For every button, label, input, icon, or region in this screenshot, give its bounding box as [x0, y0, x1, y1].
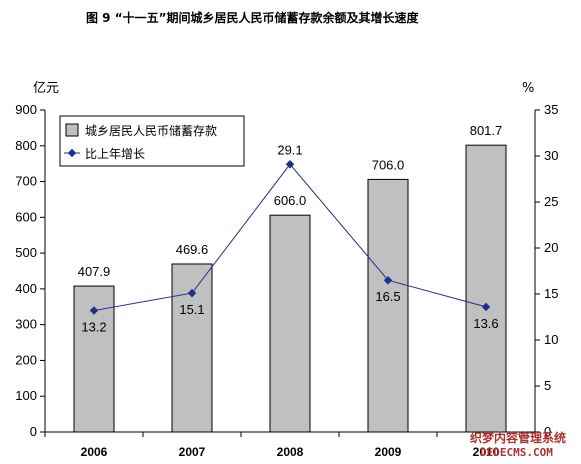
- right-tick-label: 5: [544, 378, 551, 393]
- x-tick-label: 2009: [375, 445, 402, 459]
- growth-point: [481, 302, 491, 312]
- chart-title: 图 9 “十一五”期间城乡居民人民币储蓄存款余额及其增长速度: [86, 10, 419, 25]
- growth-value-label: 29.1: [277, 142, 302, 157]
- left-tick-label: 800: [15, 138, 37, 153]
- growth-point: [187, 288, 197, 298]
- growth-value-label: 16.5: [375, 289, 400, 304]
- left-tick-label: 100: [15, 388, 37, 403]
- x-tick-label: 2010: [473, 445, 500, 459]
- left-tick-label: 300: [15, 317, 37, 332]
- bar: [269, 214, 311, 433]
- growth-point: [285, 160, 295, 169]
- bar-value-label: 407.9: [78, 264, 111, 279]
- left-tick-label: 900: [15, 102, 37, 117]
- bar-value-label: 469.6: [176, 242, 209, 257]
- right-tick-label: 10: [544, 332, 558, 347]
- growth-value-label: 13.6: [473, 316, 498, 331]
- watermark-line1: 织梦内容管理系统: [470, 430, 566, 445]
- left-tick-label: 400: [15, 281, 37, 296]
- left-tick-label: 200: [15, 352, 37, 367]
- legend-bar-label: 城乡居民人民币储蓄存款: [85, 123, 217, 138]
- left-tick-label: 700: [15, 174, 37, 189]
- bar-value-label: 606.0: [274, 193, 307, 208]
- right-tick-label: 15: [544, 286, 558, 301]
- left-tick-label: 500: [15, 245, 37, 260]
- bar: [465, 144, 507, 433]
- left-axis-unit: 亿元: [33, 81, 59, 96]
- right-tick-label: 30: [544, 148, 558, 163]
- legend-bar-swatch: [65, 123, 79, 137]
- bar-value-label: 801.7: [470, 123, 503, 138]
- right-tick-label: 0: [544, 424, 551, 439]
- right-tick-label: 35: [544, 102, 558, 117]
- plot-area: 0 100 200 300 400 500 600 700 800 900 0 5 10 15 20 25 30…: [15, 102, 558, 459]
- x-tick-label: 2008: [277, 445, 304, 459]
- growth-point: [89, 306, 99, 315]
- legend-box: [59, 115, 245, 167]
- legend-line-marker: [67, 148, 77, 158]
- growth-value-label: 13.2: [81, 320, 106, 335]
- growth-point: [383, 275, 393, 285]
- x-tick-label: 2006: [81, 445, 108, 459]
- right-tick-label: 25: [544, 194, 558, 209]
- right-axis-unit: %: [522, 81, 534, 96]
- bar: [367, 178, 409, 433]
- bar-value-label: 706.0: [372, 157, 405, 172]
- left-tick-label: 600: [15, 209, 37, 224]
- growth-value-label: 15.1: [179, 302, 204, 317]
- x-tick-label: 2007: [179, 445, 206, 459]
- legend: 城乡居民人民币储蓄存款 比上年增长: [59, 115, 245, 167]
- legend-line-label: 比上年增长: [85, 147, 145, 161]
- right-tick-label: 20: [544, 240, 558, 255]
- left-tick-label: 0: [30, 424, 37, 439]
- watermark: 织梦内容管理系统 DEDECMS.COM: [470, 430, 566, 459]
- watermark-line2: DEDECMS.COM: [480, 446, 553, 459]
